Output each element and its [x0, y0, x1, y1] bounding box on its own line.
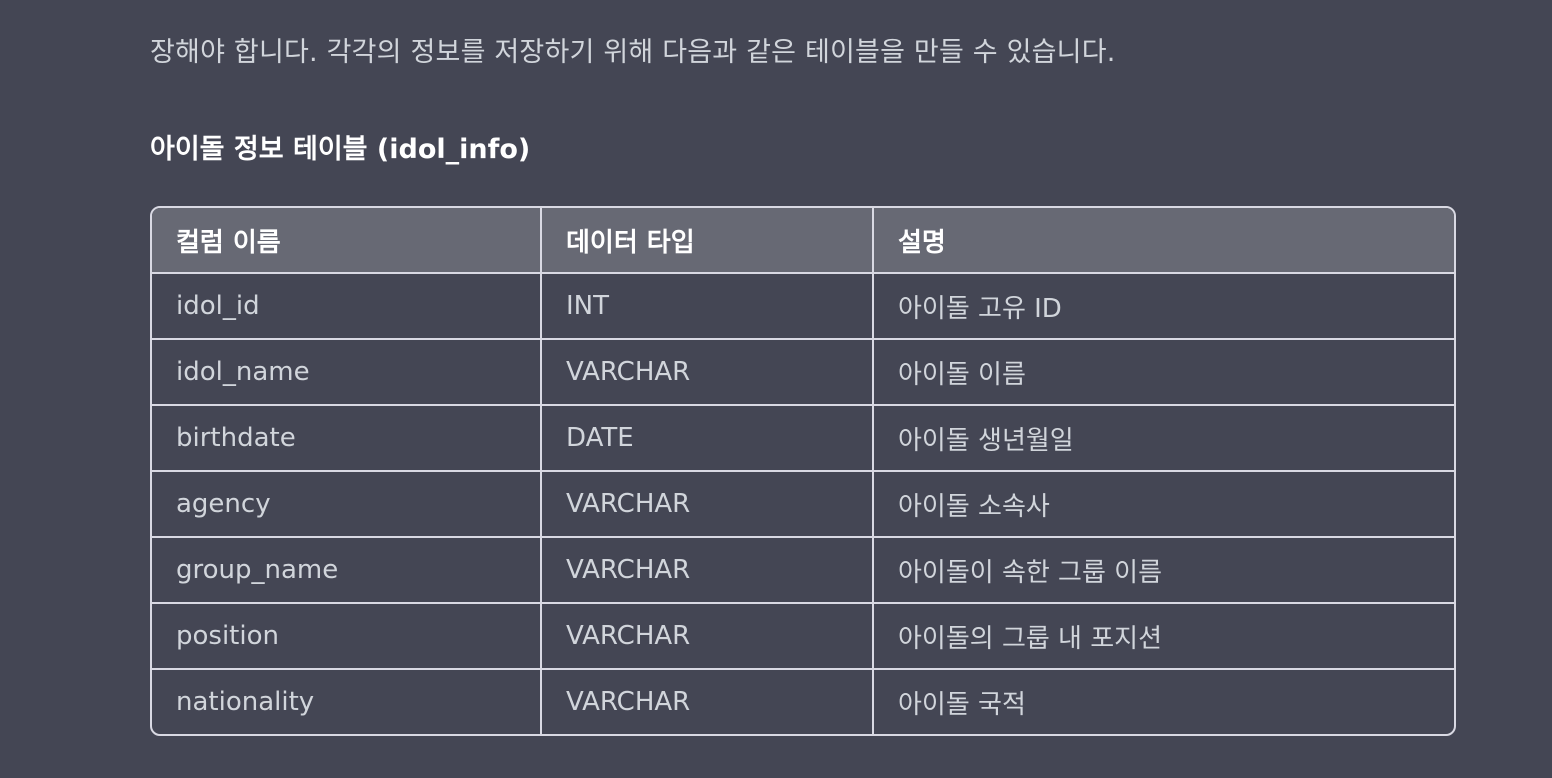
header-description: 설명 [873, 208, 1454, 274]
header-column-name: 컬럼 이름 [152, 208, 542, 274]
cell-column-name: agency [152, 471, 542, 538]
cell-data-type: DATE [541, 405, 874, 472]
table-row: idol_id INT 아이돌 고유 ID [152, 273, 1454, 340]
table-header: 컬럼 이름 데이터 타입 설명 [152, 208, 1454, 274]
cell-description: 아이돌 이름 [873, 339, 1454, 406]
header-data-type: 데이터 타입 [541, 208, 874, 274]
table-body: idol_id INT 아이돌 고유 ID idol_name VARCHAR … [152, 273, 1454, 734]
cell-data-type: VARCHAR [541, 471, 874, 538]
table-row: nationality VARCHAR 아이돌 국적 [152, 669, 1454, 734]
cell-column-name: idol_id [152, 273, 542, 340]
table-header-row: 컬럼 이름 데이터 타입 설명 [152, 208, 1454, 274]
cell-data-type: VARCHAR [541, 669, 874, 734]
cell-column-name: group_name [152, 537, 542, 604]
cell-description: 아이돌 국적 [898, 689, 1026, 720]
cell-description: 아이돌이 속한 그룹 이름 [873, 537, 1454, 604]
cell-description: 아이돌 고유 ID [873, 273, 1454, 340]
cell-data-type: VARCHAR [541, 603, 874, 670]
cell-data-type: VARCHAR [541, 339, 874, 406]
cell-description: 아이돌 생년월일 [873, 405, 1454, 472]
idol-info-table: 컬럼 이름 데이터 타입 설명 idol_id INT 아이돌 고유 ID id… [152, 208, 1454, 734]
cell-description: 아이돌의 그룹 내 포지션 [873, 603, 1454, 670]
cell-column-name: nationality [152, 669, 542, 734]
cell-column-name: position [152, 603, 542, 670]
intro-paragraph: 장해야 합니다. 각각의 정보를 저장하기 위해 다음과 같은 테이블을 만들 … [150, 37, 1116, 68]
section-heading: 아이돌 정보 테이블 (idol_info) [150, 134, 531, 165]
cell-description: 아이돌 소속사 [873, 471, 1454, 538]
cell-column-name: birthdate [152, 405, 542, 472]
idol-info-table-container: 컬럼 이름 데이터 타입 설명 idol_id INT 아이돌 고유 ID id… [150, 206, 1456, 736]
cell-column-name: idol_name [152, 339, 542, 406]
cell-data-type: VARCHAR [541, 537, 874, 604]
table-row: position VARCHAR 아이돌의 그룹 내 포지션 [152, 603, 1454, 670]
table-row: birthdate DATE 아이돌 생년월일 [152, 405, 1454, 472]
table-row: agency VARCHAR 아이돌 소속사 [152, 471, 1454, 538]
cell-data-type: INT [541, 273, 874, 340]
table-row: group_name VARCHAR 아이돌이 속한 그룹 이름 [152, 537, 1454, 604]
table-row: idol_name VARCHAR 아이돌 이름 [152, 339, 1454, 406]
